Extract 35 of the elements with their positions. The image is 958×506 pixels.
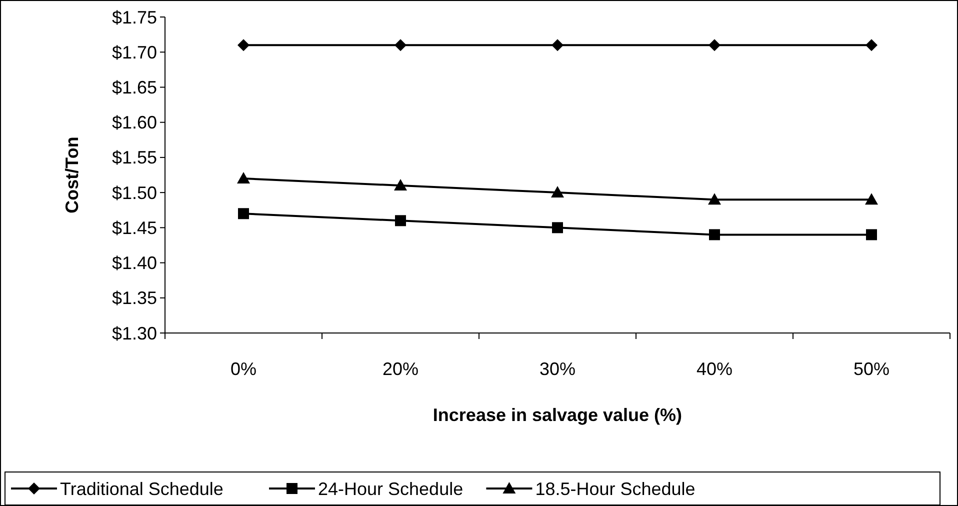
y-tick-label: $1.50: [112, 182, 157, 203]
point: [394, 179, 407, 191]
point: [552, 39, 564, 52]
point: [708, 39, 720, 52]
point: [237, 172, 250, 184]
x-tick-label: 40%: [696, 359, 733, 379]
point: [865, 193, 878, 205]
point: [709, 229, 720, 240]
point: [866, 229, 877, 240]
y-tick-label: $1.65: [112, 78, 157, 98]
y-tick-label: $1.35: [112, 288, 157, 308]
point: [238, 208, 249, 220]
legend-label: 18.5-Hour Schedule: [535, 478, 696, 499]
x-axis-title: Increase in salvage value (%): [432, 405, 682, 425]
x-tick-label: 20%: [382, 359, 419, 379]
y-tick-label: $1.40: [112, 253, 157, 274]
x-tick-label: 50%: [853, 359, 890, 379]
y-tick-label: $1.60: [112, 112, 157, 133]
point: [551, 186, 564, 198]
y-tick-label: $1.30: [112, 323, 157, 344]
y-tick-label: $1.75: [112, 7, 157, 28]
y-axis-title: Cost/Ton: [62, 136, 82, 214]
point: [708, 193, 721, 205]
x-tick-label: 30%: [539, 359, 576, 379]
legend-label: 24-Hour Schedule: [318, 478, 464, 499]
point: [552, 222, 563, 234]
y-tick-label: $1.55: [112, 148, 157, 168]
y-tick-label: $1.70: [112, 42, 157, 62]
point: [866, 39, 878, 52]
legend-label: Traditional Schedule: [60, 478, 224, 499]
point: [238, 39, 250, 52]
point: [395, 215, 406, 226]
x-tick-label: 0%: [230, 359, 257, 379]
point: [394, 39, 406, 52]
y-tick-label: $1.45: [112, 218, 157, 238]
